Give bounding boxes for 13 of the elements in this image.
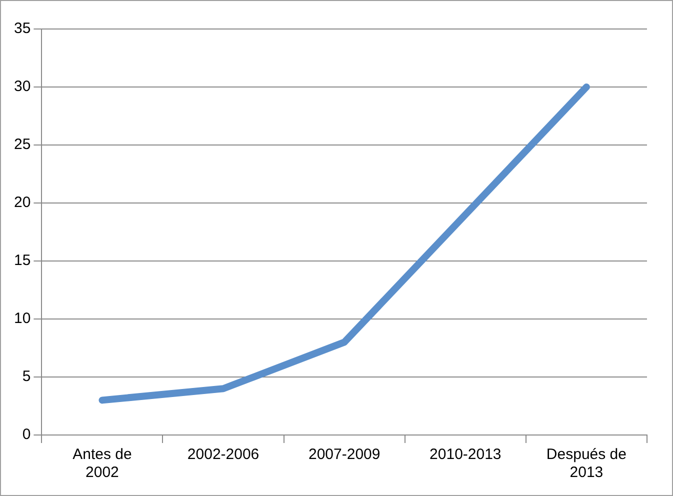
y-tick-label: 25	[14, 136, 31, 154]
y-tick-label: 0	[22, 426, 31, 444]
x-tick-label: 2007-2009	[308, 446, 380, 464]
y-tick-label: 35	[14, 20, 31, 38]
y-tick-label: 5	[22, 368, 31, 386]
x-tick-label: Antes de 2002	[72, 446, 132, 482]
y-tick-label: 15	[14, 252, 31, 270]
x-tick-label: 2002-2006	[187, 446, 260, 464]
y-tick-label: 30	[14, 78, 31, 96]
y-tick-label: 10	[14, 310, 31, 328]
x-tick-label: 2010-2013	[430, 446, 502, 464]
y-tick-label: 20	[14, 194, 31, 212]
x-tick-label: Después de 2013	[546, 446, 626, 482]
